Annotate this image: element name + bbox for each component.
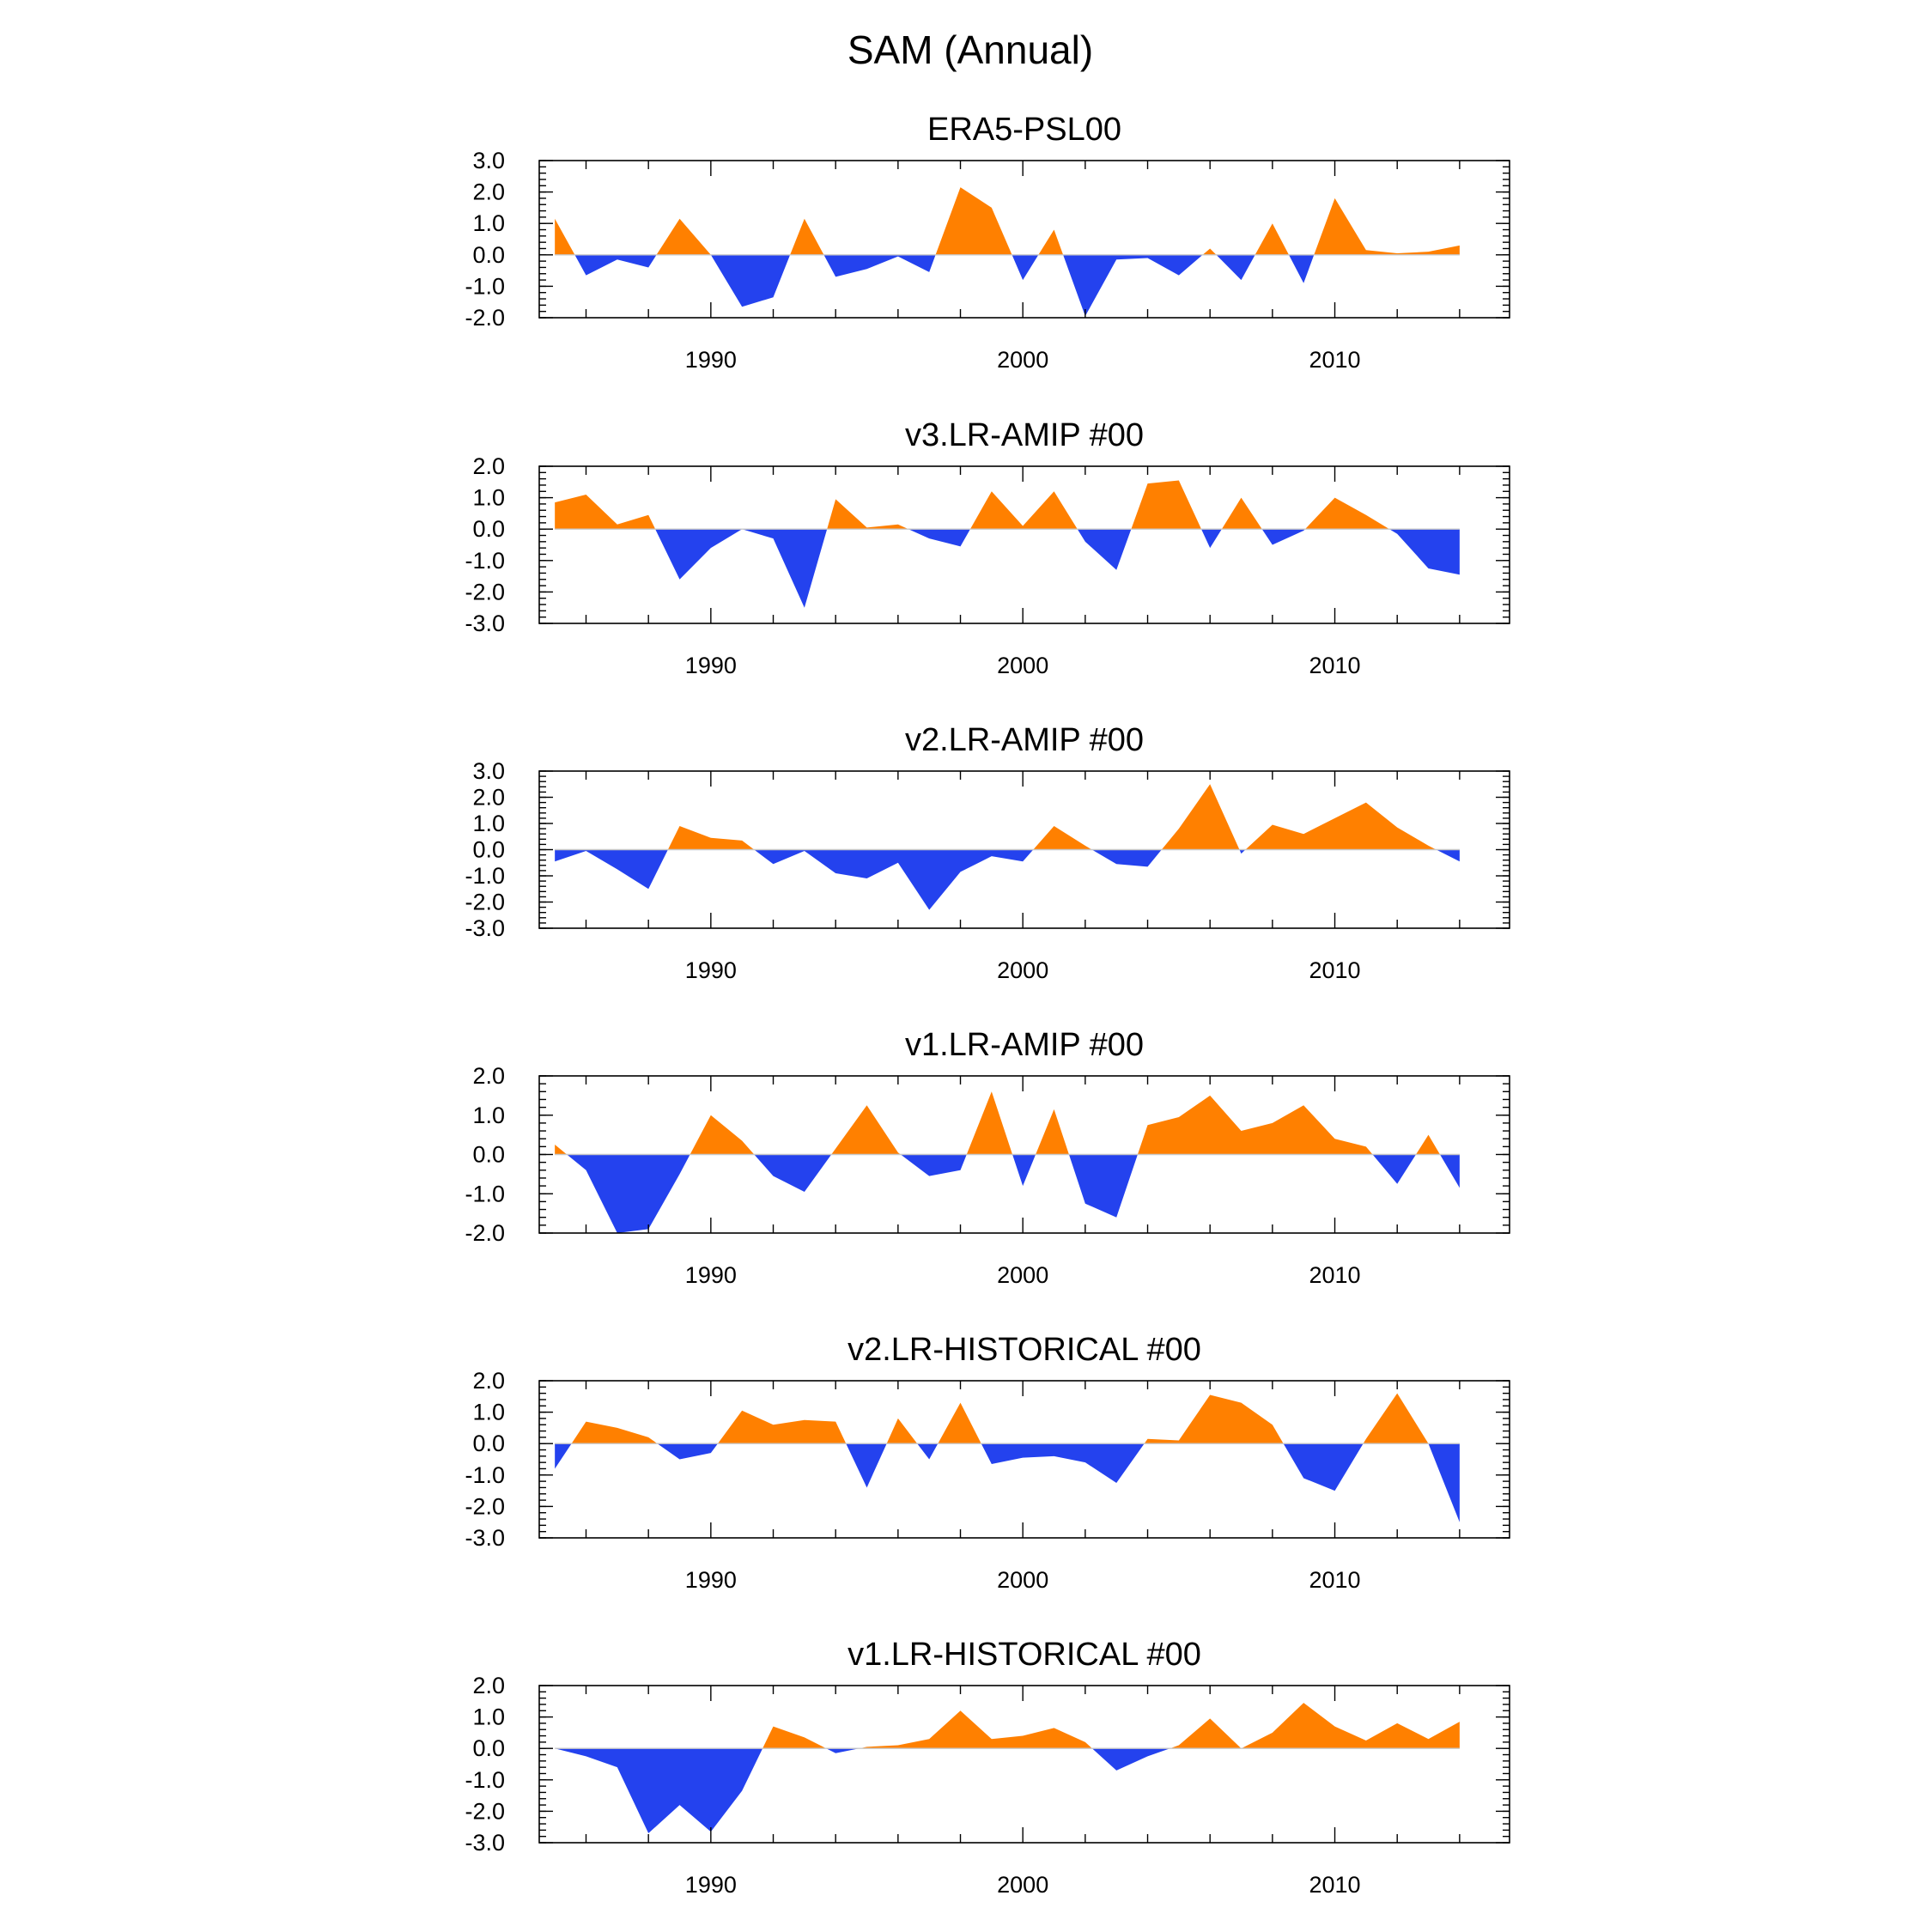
y-tick-label: -2.0: [465, 1798, 505, 1824]
y-tick-label: -3.0: [465, 915, 505, 941]
y-tick-label: -2.0: [465, 305, 505, 331]
panel-title: v1.LR-HISTORICAL #00: [848, 1637, 1201, 1673]
positive-area: [555, 1703, 1460, 1748]
y-tick-label: 2.0: [472, 179, 505, 205]
panel-title: v3.LR-AMIP #00: [905, 417, 1144, 453]
x-tick-label: 2000: [997, 347, 1048, 373]
figure-title: SAM (Annual): [848, 27, 1093, 72]
x-tick-label: 1990: [685, 347, 737, 373]
panel-title: ERA5-PSL00: [927, 112, 1121, 148]
x-tick-label: 1990: [685, 1262, 737, 1288]
x-tick-label: 1990: [685, 1872, 737, 1898]
y-tick-label: -3.0: [465, 1830, 505, 1856]
y-tick-label: 2.0: [472, 453, 505, 479]
positive-area: [555, 784, 1460, 849]
negative-area: [555, 1748, 1460, 1833]
chart-panel-4: v1.LR-AMIP #00 -2.0 -1.0 0.0 1.0 2.0 1990 2000 2…: [465, 1027, 1510, 1288]
y-tick-label: -3.0: [465, 1525, 505, 1551]
figure-canvas: SAM (Annual) ERA5-PSL00-2.0-1.00.01.02.0…: [0, 0, 1932, 1932]
negative-area: [555, 255, 1460, 316]
x-tick-label: 2010: [1309, 1262, 1360, 1288]
negative-area: [555, 850, 1460, 910]
y-tick-label: -1.0: [465, 1462, 505, 1488]
y-tick-label: 0.0: [472, 1735, 505, 1761]
y-tick-label: 2.0: [472, 1063, 505, 1089]
y-tick-label: 1.0: [472, 811, 505, 836]
y-tick-label: 1.0: [472, 485, 505, 511]
chart-panel-3: v2.LR-AMIP #00 -3.0-2.0-1.00.01.02.03.0 19…: [465, 722, 1510, 983]
y-tick-label: -2.0: [465, 1220, 505, 1246]
y-tick-label: 0.0: [472, 1431, 505, 1456]
y-tick-label: -3.0: [465, 611, 505, 636]
y-tick-label: 2.0: [472, 1673, 505, 1698]
positive-area: [555, 1394, 1460, 1444]
x-tick-label: 2000: [997, 653, 1048, 678]
panel-title: v2.LR-HISTORICAL #00: [848, 1332, 1201, 1368]
y-tick-label: 0.0: [472, 1142, 505, 1168]
y-tick-label: -2.0: [465, 1493, 505, 1519]
x-tick-label: 2000: [997, 1262, 1048, 1288]
chart-panel-2: v3.LR-AMIP #00 -3.0 -2.0 -1.0 0.0 1.0 2.0 1990 2…: [465, 417, 1510, 678]
y-tick-label: -2.0: [465, 890, 505, 915]
y-tick-label: -1.0: [465, 273, 505, 299]
positive-area: [555, 480, 1460, 529]
y-tick-label: 2.0: [472, 785, 505, 811]
negative-area: [555, 529, 1460, 608]
y-tick-label: 1.0: [472, 1704, 505, 1730]
x-tick-label: 2000: [997, 1872, 1048, 1898]
panel-title: v2.LR-AMIP #00: [905, 722, 1144, 758]
y-tick-label: -2.0: [465, 579, 505, 605]
x-tick-label: 1990: [685, 653, 737, 678]
chart-panel-6: v1.LR-HISTORICAL #00 -3.0 -2.0 -1.0 0.0 1.0 2.…: [465, 1637, 1510, 1898]
x-tick-label: 2000: [997, 957, 1048, 983]
chart-panel-5: v2.LR-HISTORICAL #00 -3.0 -2.0 -1.0 0.0 1.0 2.…: [465, 1332, 1510, 1593]
x-tick-label: 2010: [1309, 1567, 1360, 1593]
y-tick-label: 3.0: [472, 148, 505, 173]
negative-area: [555, 1155, 1460, 1234]
y-tick-label: 1.0: [472, 1400, 505, 1425]
y-tick-label: 1.0: [472, 1103, 505, 1128]
y-tick-label: -1.0: [465, 1181, 505, 1206]
y-tick-label: 3.0: [472, 758, 505, 784]
x-tick-label: 1990: [685, 1567, 737, 1593]
x-tick-label: 2010: [1309, 957, 1360, 983]
y-tick-label: 1.0: [472, 210, 505, 236]
y-tick-label: 0.0: [472, 516, 505, 542]
y-tick-label: -1.0: [465, 1767, 505, 1793]
x-tick-label: 2010: [1309, 653, 1360, 678]
x-tick-label: 2010: [1309, 347, 1360, 373]
plot-frame: [539, 1381, 1510, 1538]
y-tick-label: -1.0: [465, 548, 505, 574]
chart-panel-1: ERA5-PSL00 -2.0 -1.0 0.0 1.0 2.0 3.0 1990 2000 20…: [465, 112, 1510, 373]
positive-area: [555, 187, 1460, 255]
y-tick-label: -1.0: [465, 863, 505, 889]
y-tick-label: 0.0: [472, 837, 505, 863]
y-tick-label: 2.0: [472, 1368, 505, 1394]
panel-title: v1.LR-AMIP #00: [905, 1027, 1144, 1063]
x-tick-label: 2000: [997, 1567, 1048, 1593]
negative-area: [555, 1443, 1460, 1522]
x-tick-label: 1990: [685, 957, 737, 983]
x-tick-label: 2010: [1309, 1872, 1360, 1898]
positive-area: [555, 1091, 1460, 1154]
y-tick-label: 0.0: [472, 242, 505, 268]
